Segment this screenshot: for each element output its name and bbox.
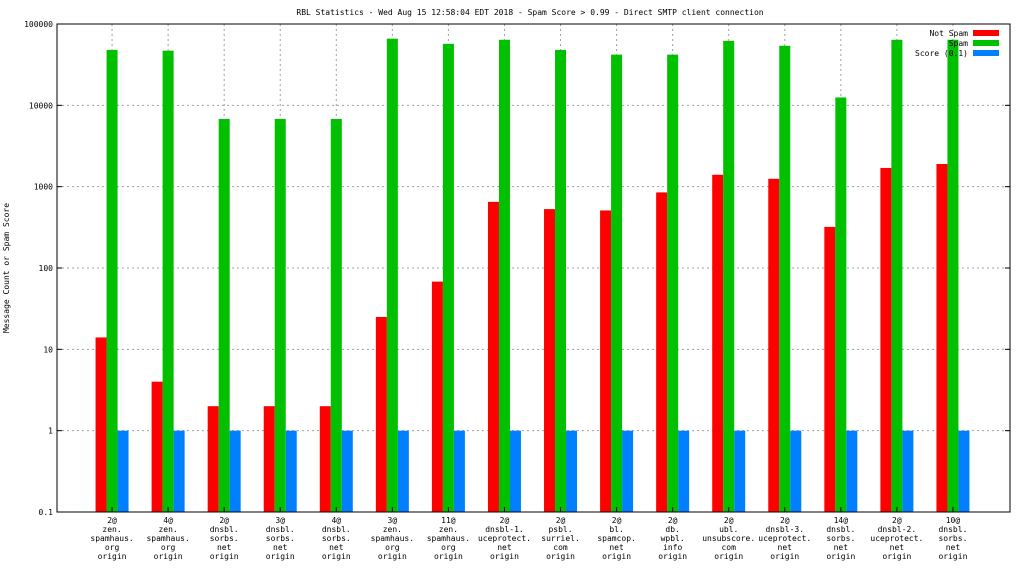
chart-title: RBL Statistics - Wed Aug 15 12:58:04 EDT… [296,8,763,17]
bar [734,430,746,512]
y-axis-label: Message Count or Spam Score [2,203,11,333]
x-tick-label: 2@ dnsbl. sorbs. net origin [210,516,239,561]
bar [846,430,858,512]
bar [880,167,892,512]
bar [656,192,668,512]
x-tick-label: 2@ ubl. unsubscore. com origin [702,516,755,561]
bar [555,49,567,512]
plot-frame [56,23,1011,513]
bar [498,39,510,512]
bar [600,210,612,512]
bar [330,118,342,513]
bar [263,406,275,512]
y-tick-label: 100 [39,264,54,273]
x-tick-label: 2@ dnsbl-2. uceprotect. net origin [870,516,923,561]
bar [453,430,465,512]
y-tick-label: 10 [43,345,53,354]
x-tick-label: 3@ zen. spamhaus. org origin [371,516,414,561]
bar [790,430,802,512]
bar [162,50,174,512]
legend-swatch [973,40,999,46]
x-tick-label: 2@ psbl. surriel. com origin [541,516,580,561]
x-tick-label: 2@ zen. spamhaus. org origin [90,516,133,561]
bar [117,430,129,512]
x-tick-label: 4@ zen. spamhaus. org origin [146,516,189,561]
bar [442,43,454,513]
legend-swatch [973,50,999,56]
y-tick-label: 1000 [34,183,53,192]
x-axis-ticks: 2@ zen. spamhaus. org origin 4@ zen. spamhaus. o… [90,507,968,561]
x-tick-label: 4@ dnsbl. sorbs. net origin [322,516,351,561]
bar [509,430,521,512]
bar [207,406,219,512]
bar [229,430,241,512]
bar [611,54,623,512]
bar [431,281,443,512]
x-tick-label: 2@ db. wpbl. info origin [658,516,687,561]
bar [622,430,634,512]
y-tick-label: 0.1 [39,508,54,517]
x-tick-label: 14@ dnsbl. sorbs. net origin [826,516,855,561]
bars [95,38,970,513]
y-tick-label: 100000 [24,20,53,29]
y-tick-label: 10000 [29,101,53,110]
x-tick-label: 2@ dnsbl-1. uceprotect. net origin [478,516,531,561]
bar [723,40,735,513]
bar [218,118,230,513]
legend-label: Not Spam [929,29,968,38]
bar [386,38,398,512]
bar [341,430,353,512]
bar [902,430,914,512]
legend-label: Score (0.1) [915,49,968,58]
x-tick-label: 3@ dnsbl. sorbs. net origin [266,516,295,561]
bar [487,201,499,512]
bar [566,430,578,512]
bar [151,381,163,512]
bar [274,118,286,513]
x-tick-label: 10@ dnsbl. sorbs. net origin [938,516,967,561]
grid-layer [57,24,1010,512]
bar [95,337,107,512]
bar [397,430,409,512]
bar [544,209,556,512]
bar [779,45,791,512]
bar [285,430,297,512]
y-tick-label: 1 [48,427,53,436]
bar [173,430,185,512]
bar [891,39,903,512]
bar [678,430,690,512]
bar [712,174,724,512]
bar [958,430,970,512]
x-tick-label: 2@ dnsbl-3. uceprotect. net origin [758,516,811,561]
bar [768,178,780,512]
bar [835,97,847,512]
legend-label: Spam [949,39,968,48]
bar [106,49,118,512]
x-tick-label: 2@ bl. spamcop. net origin [597,516,636,561]
x-tick-label: 11@ zen. spamhaus. org origin [427,516,470,561]
bar [375,316,387,512]
bar [319,406,331,512]
bar [667,54,679,512]
bar [947,39,959,512]
bar [824,226,836,512]
bar [936,163,948,513]
legend-swatch [973,30,999,36]
